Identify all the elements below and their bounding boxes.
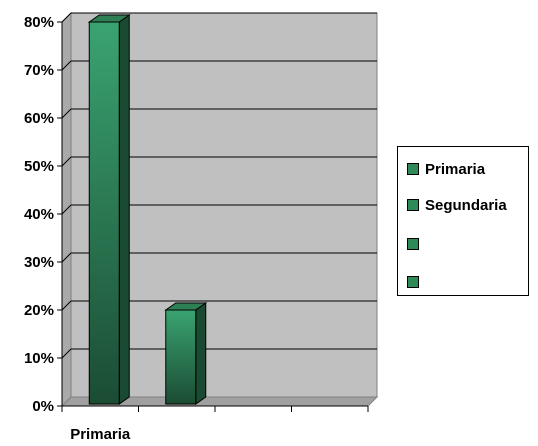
gridline-depth (61, 156, 72, 167)
y-tick-label: 70% (24, 62, 54, 79)
bars (87, 14, 208, 405)
y-tick-label: 20% (24, 302, 54, 319)
bar-front (88, 21, 120, 405)
gridline-depth (61, 348, 72, 359)
x-axis: Primaria (61, 405, 369, 443)
legend-swatch (407, 238, 419, 250)
bar-segundaria (164, 302, 208, 405)
legend-item (407, 234, 425, 254)
bar-front (165, 309, 197, 405)
x-category-label: Primaria (70, 426, 131, 443)
bar-side (195, 302, 207, 405)
gridline-depth (61, 204, 72, 215)
gridline-depth (61, 252, 72, 263)
legend-swatch (407, 199, 419, 211)
gridline-depth (61, 300, 72, 311)
gridline-depth (61, 60, 72, 71)
y-tick-label: 10% (24, 350, 54, 367)
gridline-depth (61, 108, 72, 119)
gridline-depth (61, 12, 72, 23)
legend: Primaria Segundaria (397, 146, 529, 296)
y-tick-label: 30% (24, 254, 54, 271)
legend-swatch (407, 276, 419, 288)
y-tick-label: 0% (32, 398, 54, 415)
y-tick-label: 50% (24, 158, 54, 175)
y-tick-label: 80% (24, 14, 54, 31)
legend-item (407, 272, 425, 292)
legend-item: Primaria (407, 159, 485, 179)
bar-side (118, 14, 130, 405)
legend-item: Segundaria (407, 195, 507, 215)
y-tick-label: 60% (24, 110, 54, 127)
legend-swatch (407, 163, 419, 175)
y-axis: 0% 10% 20% 30% 40% 50% 60% 70% 80% (24, 14, 63, 415)
legend-label: Primaria (425, 160, 486, 178)
y-tick-label: 40% (24, 206, 54, 223)
bar-primaria (87, 14, 131, 405)
legend-label: Segundaria (425, 196, 507, 214)
